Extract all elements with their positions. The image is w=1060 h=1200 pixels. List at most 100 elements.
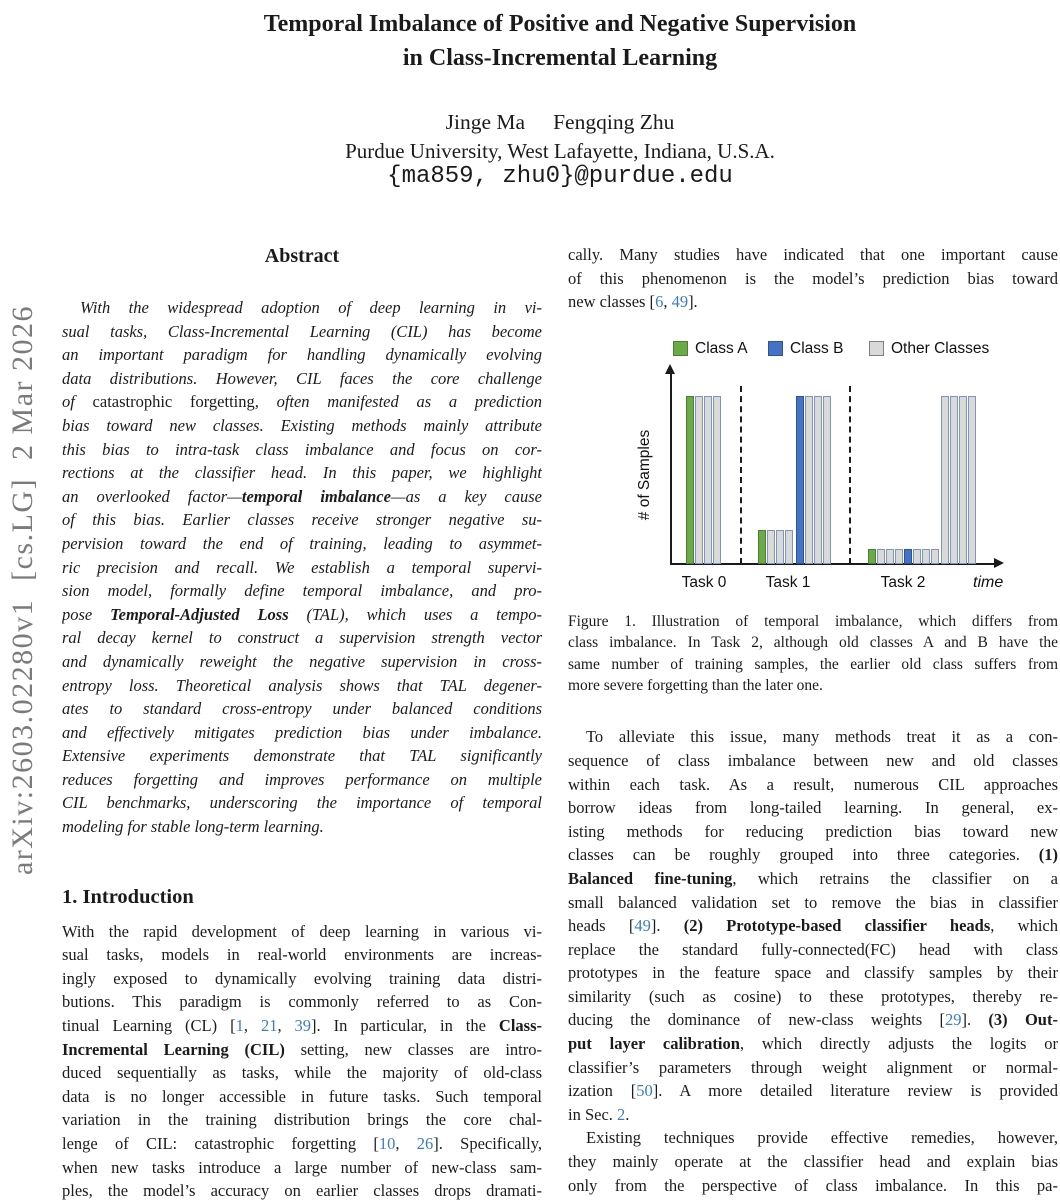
affiliation: Purdue University, West Lafayette, India… — [345, 139, 775, 163]
y-axis-arrow-icon — [665, 363, 675, 374]
citation-link[interactable]: 21 — [260, 1016, 278, 1036]
bar-other-class — [922, 548, 930, 564]
bar-other-class — [941, 395, 949, 564]
text-line: prototypes in the feature space and clas… — [568, 963, 1058, 983]
text-line: an important paradigm for handling dynam… — [62, 345, 542, 365]
bar-other-class — [814, 395, 822, 564]
x-axis — [670, 562, 1000, 565]
text-line: this bias to intra-task class imbalance … — [62, 439, 542, 459]
text-line: tinual Learning (CL) [1, 21, 39]. In par… — [62, 1016, 542, 1036]
x-axis-arrow-icon — [994, 558, 1004, 569]
text-line: entropy loss. Theoretical analysis shows… — [62, 675, 542, 695]
text-line: in Sec. 2. — [568, 1104, 630, 1124]
legend-label: Class B — [790, 339, 844, 357]
text-line: replace the standard fully-connected(FC)… — [568, 939, 1058, 959]
text-line: only from the perspective of class imbal… — [568, 1175, 1058, 1195]
y-axis — [670, 373, 672, 565]
text-line: put layer calibration, which directly ad… — [568, 1034, 1058, 1054]
body-paragraph: cally. Many studies have indicated that … — [568, 243, 1058, 314]
citation-link[interactable]: 29 — [944, 1010, 962, 1030]
text-line: sion model, formally define temporal imb… — [62, 581, 542, 601]
class-a-swatch-icon — [673, 341, 688, 357]
bar-other-class — [913, 548, 921, 564]
bar-other-class — [823, 395, 831, 564]
text-line: variation in the training distribution b… — [62, 1110, 542, 1130]
text-line: similarity (such as cosine) to these pro… — [568, 986, 1058, 1006]
abstract-text: With the widespread adoption of deep lea… — [62, 296, 542, 839]
text-line: butions. This paradigm is commonly refer… — [62, 992, 542, 1012]
text-line: isting methods for reducing prediction b… — [568, 821, 1058, 841]
text-line: data is no longer accessible in future t… — [62, 1086, 542, 1106]
task-axis-label: Task 2 — [880, 573, 926, 591]
email-line: {ma859, zhu0}@purdue.edu — [387, 163, 733, 190]
bar-class-b — [904, 548, 912, 564]
text-line: With the rapid development of deep learn… — [62, 921, 542, 941]
text-line: ingly exposed to dynamically evolving tr… — [62, 968, 542, 988]
citation-link[interactable]: 1 — [235, 1016, 244, 1036]
text-line: small balanced validation set to remove … — [568, 892, 1058, 912]
right-column: cally. Many studies have indicated that … — [568, 243, 1058, 1197]
bar-other-class — [931, 548, 939, 564]
text-line: of catastrophic forgetting, often manife… — [62, 392, 542, 412]
y-axis-label: # of Samples — [636, 429, 653, 521]
text-line: classes can be roughly grouped into thre… — [568, 845, 1058, 865]
text-line: modeling for stable long-term learning. — [62, 817, 324, 837]
text-line: ples, the model’s accuracy on earlier cl… — [62, 1181, 542, 1200]
author-list: Jinge Ma Fengqing Zhu — [62, 110, 1058, 135]
citation-link[interactable]: 50 — [636, 1081, 653, 1101]
text-line: more severe forgetting than the later on… — [568, 676, 823, 694]
section-heading-introduction: 1. Introduction — [62, 885, 194, 908]
bar-other-class — [695, 395, 703, 564]
text-line: Existing techniques provide effective re… — [586, 1128, 1058, 1148]
task-divider-dashed-line — [849, 385, 851, 564]
other-classes-swatch-icon — [869, 341, 884, 357]
author-name: Jinge Ma — [445, 110, 526, 134]
text-line: they mainly operate at the classifier he… — [568, 1152, 1058, 1172]
citation-link[interactable]: 2 — [617, 1104, 626, 1124]
text-line: classifier’s parameters through weight a… — [568, 1057, 1058, 1077]
citation-link[interactable]: 26 — [416, 1134, 434, 1153]
text-line: borrow ideas from long-tailed learning. … — [568, 798, 1058, 818]
arxiv-watermark: arXiv:2603.02280v1 [cs.LG] 2 Mar 2026 — [6, 304, 39, 876]
text-line: sequence of class imbalance between new … — [568, 750, 1058, 770]
legend-label: Other Classes — [891, 339, 990, 357]
citation-link[interactable]: 39 — [294, 1016, 312, 1036]
text-line: heads [49]. (2) Prototype-based classifi… — [568, 916, 1058, 936]
bar-other-class — [950, 395, 958, 564]
text-line: and dynamically reweight the negative su… — [62, 651, 542, 671]
figure-caption: Figure 1. Illustration of temporal imbal… — [568, 611, 1058, 697]
citation-link[interactable]: 10 — [378, 1134, 396, 1153]
text-line: Balanced fine-tuning, which retrains the… — [568, 868, 1058, 888]
text-line: an overlooked factor—temporal imbalance—… — [62, 486, 542, 506]
citation-link[interactable]: 49 — [671, 292, 689, 312]
text-line: reduces forgetting and improves performa… — [62, 769, 542, 789]
bar-other-class — [785, 529, 793, 564]
citation-link[interactable]: 6 — [655, 292, 664, 312]
text-line: Extensive experiments demonstrate that T… — [62, 746, 542, 766]
text-line: within each task. As a result, numerous … — [568, 774, 1058, 794]
bar-other-class — [805, 395, 813, 564]
text-line: With the widespread adoption of deep lea… — [80, 298, 542, 317]
bar-other-class — [959, 395, 967, 564]
text-line: Incremental Learning (CIL) setting, new … — [62, 1039, 542, 1059]
author-name: Fengqing Zhu — [553, 110, 675, 134]
introduction-paragraph: With the rapid development of deep learn… — [62, 920, 542, 1200]
text-line: To alleviate this issue, many methods tr… — [586, 727, 1058, 747]
text-line: CIL benchmarks, underscoring the importa… — [62, 793, 542, 813]
text-line: bias toward new classes. Existing method… — [62, 415, 542, 435]
bar-other-class — [704, 395, 712, 564]
figure-1: Class A Class B Other Classes # of Sampl… — [568, 330, 1058, 602]
abstract-heading: Abstract — [264, 245, 340, 267]
text-line: duced sequentially as tasks, while the m… — [62, 1063, 542, 1083]
text-line: new classes [6, 49]. — [568, 292, 698, 312]
paper-title-line-2: in Class-Incremental Learning — [402, 45, 718, 71]
text-line: pose Temporal-Adjusted Loss (TAL), which… — [62, 604, 542, 624]
text-line: of this bias. Earlier classes receive st… — [62, 510, 542, 530]
legend-item-other-classes: Other Classes — [869, 340, 989, 358]
class-b-swatch-icon — [768, 341, 783, 357]
task-axis-label: Task 0 — [681, 573, 727, 591]
bar-class-a — [686, 395, 694, 564]
text-line: ral decay kernel to construct a supervis… — [62, 628, 542, 648]
citation-link[interactable]: 49 — [634, 916, 651, 936]
figure-chart: # of Samples time Task 0 Task 1 Task 2 — [568, 363, 1058, 596]
